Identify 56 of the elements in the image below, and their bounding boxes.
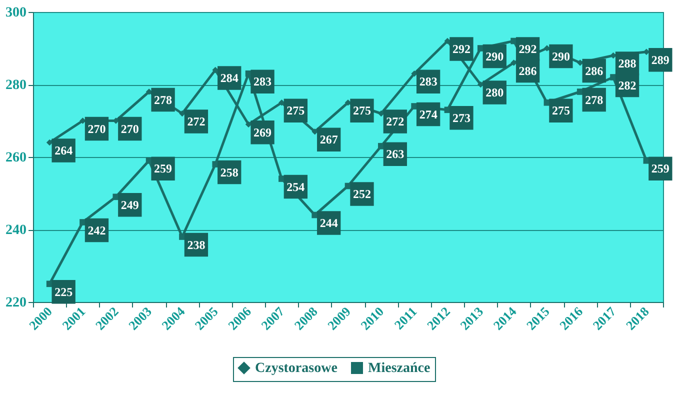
data-label: 290	[486, 49, 504, 64]
data-label: 292	[452, 42, 470, 56]
data-label: 278	[585, 92, 604, 107]
data-label: 270	[120, 122, 139, 136]
data-label: 275	[353, 104, 371, 118]
point	[278, 99, 285, 106]
point	[212, 66, 219, 74]
y-tick-label: 240	[6, 223, 26, 238]
x-tick-label: 2011	[391, 304, 420, 332]
data-label: 269	[254, 125, 272, 140]
data-label: 254	[286, 180, 305, 194]
data-label: 242	[88, 223, 106, 238]
point	[576, 60, 584, 66]
data-label: 273	[452, 110, 470, 125]
data-label: 283	[254, 74, 272, 89]
data-label: 259	[651, 162, 670, 176]
data-label: 270	[88, 122, 106, 136]
data-label: 290	[552, 49, 570, 64]
point	[643, 48, 650, 56]
y-tick-label: 280	[6, 78, 26, 93]
data-label: 274	[419, 107, 438, 122]
y-tick-label: 300	[6, 6, 26, 20]
data-label: 284	[220, 71, 238, 85]
data-label: 283	[419, 74, 438, 89]
y-tick-label: 220	[6, 296, 26, 310]
data-label: 275	[286, 104, 305, 118]
point	[477, 81, 484, 88]
data-label: 272	[386, 114, 404, 128]
y-tick-label: 260	[6, 150, 26, 166]
data-label: 278	[154, 92, 172, 107]
point	[411, 70, 418, 77]
point	[444, 38, 451, 44]
data-label: 288	[618, 56, 636, 70]
data-label: 275	[552, 104, 570, 118]
legend-label: Czystorasowe	[255, 361, 338, 376]
data-label: 282	[618, 78, 636, 92]
data-label: 292	[518, 42, 537, 56]
data-label: 252	[353, 187, 371, 201]
data-label: 249	[120, 198, 139, 212]
point	[344, 99, 352, 106]
data-label: 259	[154, 162, 172, 176]
data-label: 238	[187, 238, 206, 252]
data-label: 286	[585, 64, 604, 78]
data-label: 264	[54, 144, 73, 158]
legend-label: Mieszańce	[368, 361, 430, 376]
data-label: 289	[651, 52, 670, 67]
data-label: 272	[187, 114, 206, 128]
data-label: 286	[518, 64, 537, 78]
data-label: 225	[54, 284, 73, 299]
point	[378, 110, 384, 117]
data-label: 267	[320, 132, 338, 147]
point	[245, 121, 252, 128]
data-label: 258	[220, 165, 238, 180]
data-label: 244	[320, 216, 338, 230]
data-label: 263	[386, 147, 404, 162]
data-label: 280	[486, 86, 504, 100]
